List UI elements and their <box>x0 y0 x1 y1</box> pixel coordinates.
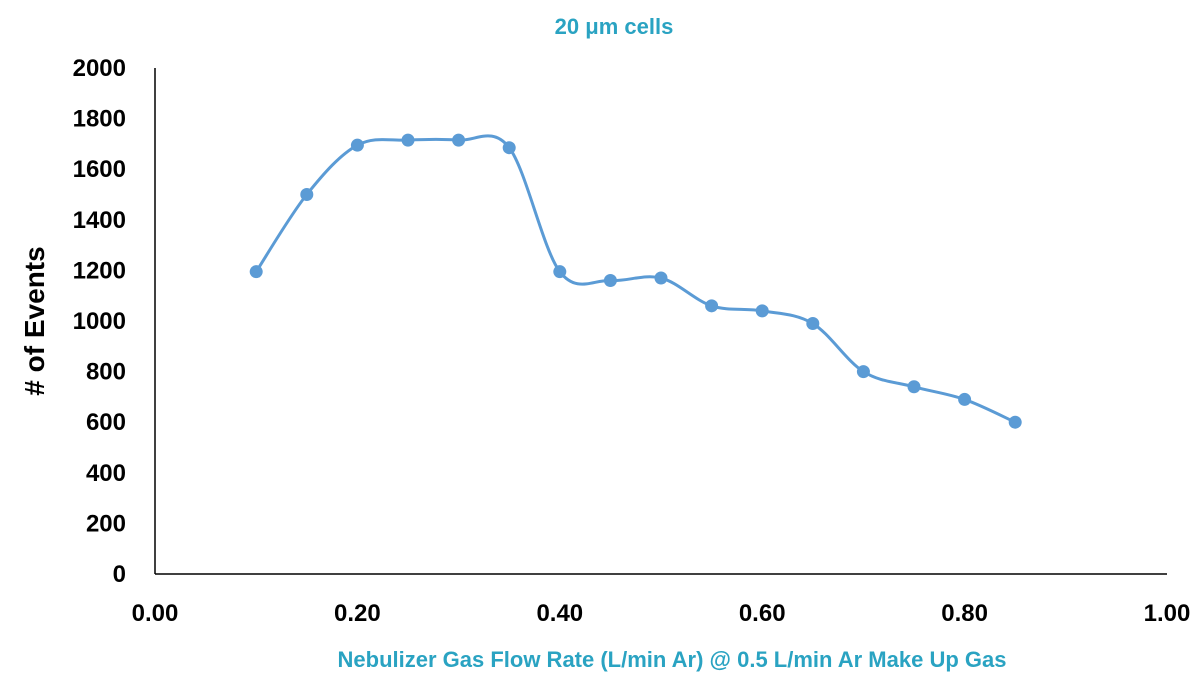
data-point <box>958 392 972 406</box>
data-point <box>806 317 820 331</box>
y-tick-label: 400 <box>86 460 126 487</box>
series-layer <box>249 133 1022 429</box>
x-tick-label: 0.40 <box>536 600 583 627</box>
x-axis-label: Nebulizer Gas Flow Rate (L/min Ar) @ 0.5… <box>338 647 1007 672</box>
data-point <box>705 299 719 313</box>
y-axis-label: # of Events <box>19 246 50 395</box>
y-tick-label: 1000 <box>73 308 126 335</box>
series-line <box>254 134 1016 424</box>
x-axis-ticks: 0.00 0.20 0.40 0.60 0.80 1.00 <box>132 600 1191 627</box>
x-tick-label: 0.20 <box>334 600 381 627</box>
chart-title: 20 μm cells <box>555 14 674 39</box>
data-point <box>401 133 415 147</box>
y-tick-label: 200 <box>86 510 126 537</box>
data-point <box>300 188 314 201</box>
data-point <box>755 304 769 318</box>
y-tick-label: 1800 <box>73 106 126 133</box>
y-axis-ticks: 0 200 400 600 800 1000 1200 1400 1600 1800 2000 <box>73 55 126 588</box>
y-tick-label: 2000 <box>73 55 126 82</box>
y-tick-label: 1400 <box>73 207 126 234</box>
data-point <box>603 274 617 288</box>
data-point <box>249 265 263 279</box>
data-point <box>907 380 921 394</box>
data-point <box>350 138 364 152</box>
x-tick-label: 0.80 <box>941 600 988 627</box>
y-tick-label: 0 <box>113 561 126 588</box>
y-tick-label: 800 <box>86 359 126 386</box>
x-tick-label: 0.60 <box>739 600 786 627</box>
x-tick-label: 1.00 <box>1144 600 1191 627</box>
data-point <box>1008 415 1022 429</box>
y-tick-label: 1600 <box>73 156 126 183</box>
y-tick-label: 1200 <box>73 257 126 284</box>
data-point <box>452 133 466 147</box>
data-point <box>856 365 870 379</box>
data-point <box>502 141 516 155</box>
data-point <box>654 271 668 285</box>
x-tick-label: 0.00 <box>132 600 179 627</box>
y-tick-label: 600 <box>86 409 126 436</box>
data-point <box>553 265 567 279</box>
